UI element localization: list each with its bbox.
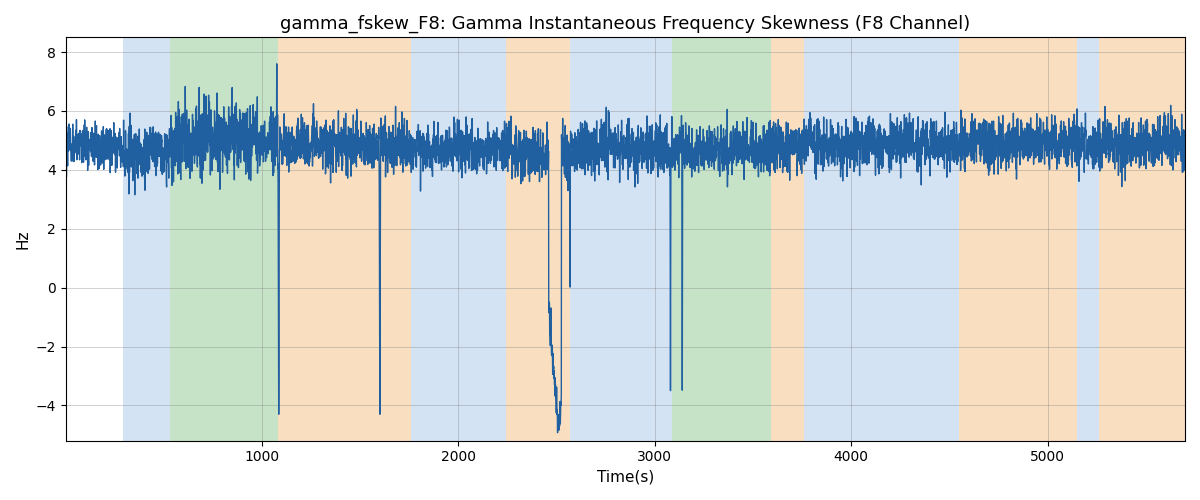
Bar: [412, 38, 505, 440]
Bar: [122, 38, 169, 440]
Bar: [1098, 38, 1186, 440]
Bar: [505, 38, 570, 440]
Title: gamma_fskew_F8: Gamma Instantaneous Frequency Skewness (F8 Channel): gamma_fskew_F8: Gamma Instantaneous Freq…: [281, 15, 971, 34]
Bar: [770, 38, 804, 440]
Bar: [672, 38, 770, 440]
Bar: [169, 38, 277, 440]
Bar: [1076, 38, 1098, 440]
Y-axis label: Hz: Hz: [16, 230, 30, 249]
Bar: [277, 38, 412, 440]
Bar: [804, 38, 959, 440]
X-axis label: Time(s): Time(s): [596, 470, 654, 485]
Bar: [570, 38, 672, 440]
Bar: [959, 38, 1076, 440]
